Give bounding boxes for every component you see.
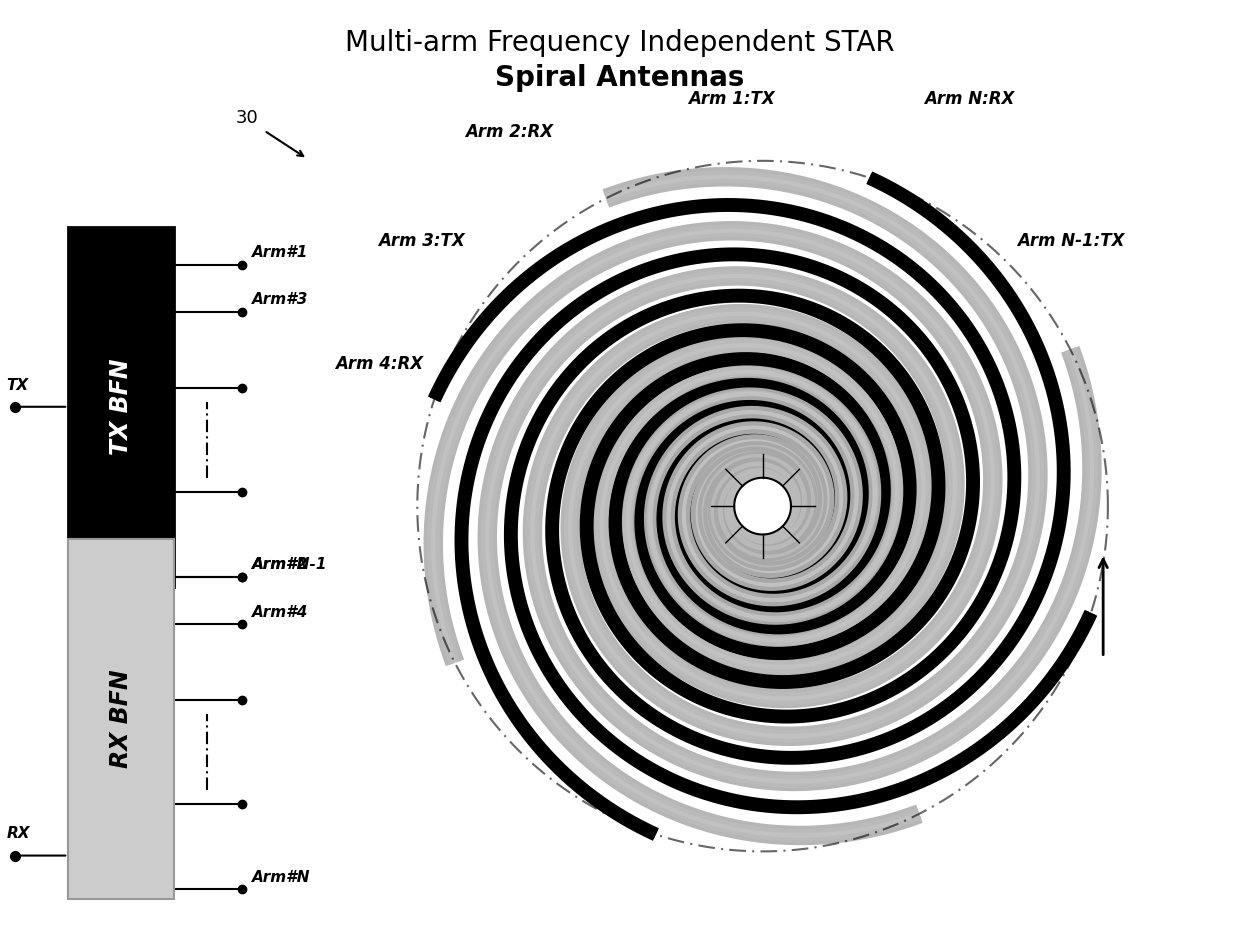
Text: Spiral Antennas: Spiral Antennas <box>495 63 745 92</box>
Text: TX BFN: TX BFN <box>109 359 133 455</box>
Bar <box>68 539 174 899</box>
Text: Arm 2:RX: Arm 2:RX <box>465 123 553 142</box>
Text: Arm#2: Arm#2 <box>252 557 308 572</box>
Text: Arm#N-1: Arm#N-1 <box>252 557 327 572</box>
Text: Arm#N: Arm#N <box>252 869 310 885</box>
Text: Arm#4: Arm#4 <box>252 604 308 620</box>
Text: Arm#3: Arm#3 <box>252 292 308 307</box>
Text: Arm N:RX: Arm N:RX <box>924 90 1014 109</box>
Text: Arm#1: Arm#1 <box>252 245 308 260</box>
Text: Arm 3:TX: Arm 3:TX <box>378 232 465 251</box>
Bar <box>68 227 174 587</box>
Polygon shape <box>734 478 791 534</box>
Text: RX: RX <box>6 827 30 841</box>
Text: Arm 4:RX: Arm 4:RX <box>335 355 423 374</box>
Text: Multi-arm Frequency Independent STAR: Multi-arm Frequency Independent STAR <box>345 28 895 57</box>
Text: TX: TX <box>6 377 29 393</box>
Text: Arm 1:TX: Arm 1:TX <box>688 90 775 109</box>
Text: RX BFN: RX BFN <box>109 670 133 768</box>
Text: Arm N-1:TX: Arm N-1:TX <box>1017 232 1125 251</box>
Text: 30: 30 <box>236 109 258 128</box>
